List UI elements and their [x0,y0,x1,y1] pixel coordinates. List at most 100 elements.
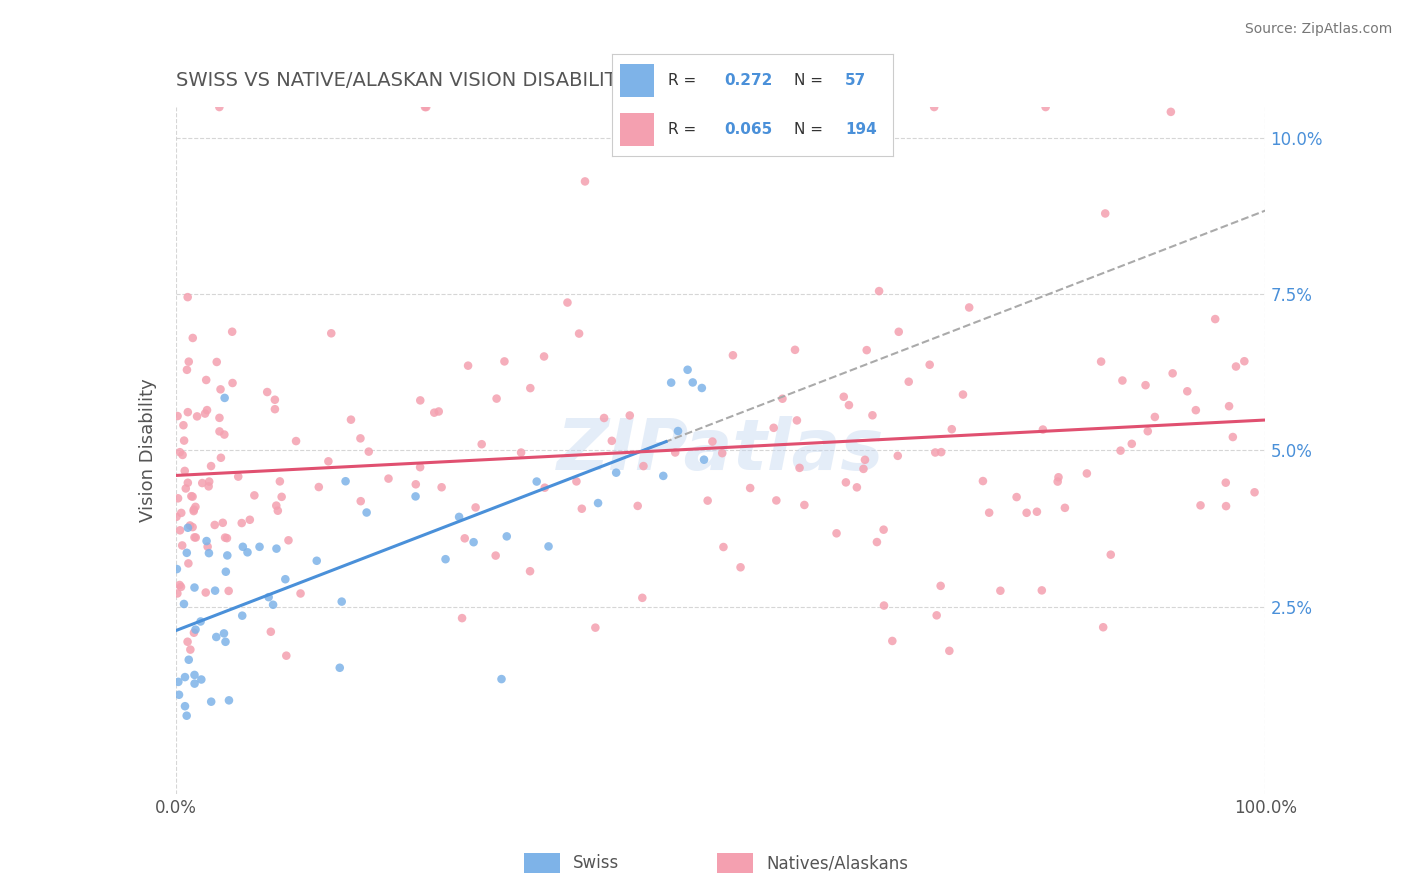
Point [195,373,218,387]
Point [693,452,716,467]
Point [195,403,218,417]
Point [929,579,952,593]
Point [263,392,285,407]
Point [1225,359,1247,374]
Point [783,343,806,357]
Point [209,450,232,465]
Text: Swiss: Swiss [574,854,619,872]
Point [1135,378,1157,392]
Bar [620,113,654,145]
Bar [523,853,560,873]
Point [166,586,188,600]
Point [1136,424,1159,438]
Point [218,583,240,598]
Point [170,506,193,520]
Point [838,398,860,412]
Point [218,693,240,707]
Point [627,499,650,513]
Point [357,444,380,458]
Point [887,449,910,463]
Point [249,540,271,554]
Point [184,623,207,637]
Point [690,381,713,395]
Point [290,586,312,600]
Point [181,520,204,534]
Point [605,466,627,480]
Point [494,354,516,368]
Point [938,644,960,658]
Point [1090,354,1112,368]
Point [519,564,541,578]
Point [212,626,235,640]
Point [194,585,217,599]
Point [430,480,453,494]
Point [1189,499,1212,513]
Point [174,482,197,496]
Point [184,500,207,514]
Point [215,565,238,579]
Point [172,538,194,552]
Point [853,453,876,467]
Bar [620,64,654,96]
Point [356,506,378,520]
Point [191,476,214,491]
Point [169,524,191,538]
Point [167,674,190,689]
Point [169,445,191,459]
Point [277,533,299,548]
Point [176,708,198,723]
Point [957,301,980,315]
Point [266,541,288,556]
Point [730,560,752,574]
Point [485,392,508,406]
Text: Natives/Alaskans: Natives/Alaskans [766,854,908,872]
Point [1031,583,1053,598]
Text: 0.065: 0.065 [724,122,772,137]
Point [183,625,205,640]
Point [177,653,200,667]
Point [308,480,330,494]
Point [929,445,952,459]
Point [174,699,197,714]
Point [183,676,205,690]
Point [423,406,446,420]
Point [1025,505,1047,519]
Point [236,545,259,559]
Point [305,554,328,568]
Point [176,634,198,648]
Point [214,531,236,545]
Point [260,624,283,639]
Point [179,518,201,533]
Point [519,381,541,395]
Text: N =: N = [794,122,828,137]
Point [176,546,198,560]
Point [565,475,588,489]
Point [765,493,787,508]
Point [190,615,212,629]
Point [825,526,848,541]
Point [350,494,373,508]
Text: ZIPatlas: ZIPatlas [557,416,884,485]
Bar [717,853,754,873]
Point [267,504,290,518]
Point [633,459,655,474]
Point [226,469,249,483]
Point [659,376,682,390]
Point [682,376,704,390]
Point [377,472,399,486]
Point [457,359,479,373]
Point [631,591,654,605]
Point [413,100,436,114]
Point [652,469,675,483]
Point [176,363,198,377]
Point [181,331,204,345]
Point [574,174,596,188]
Point [434,552,457,566]
Point [177,354,200,368]
Point [922,100,945,114]
Point [172,418,194,433]
Point [872,523,894,537]
Point [852,462,875,476]
Point [533,350,555,364]
Point [180,489,202,503]
